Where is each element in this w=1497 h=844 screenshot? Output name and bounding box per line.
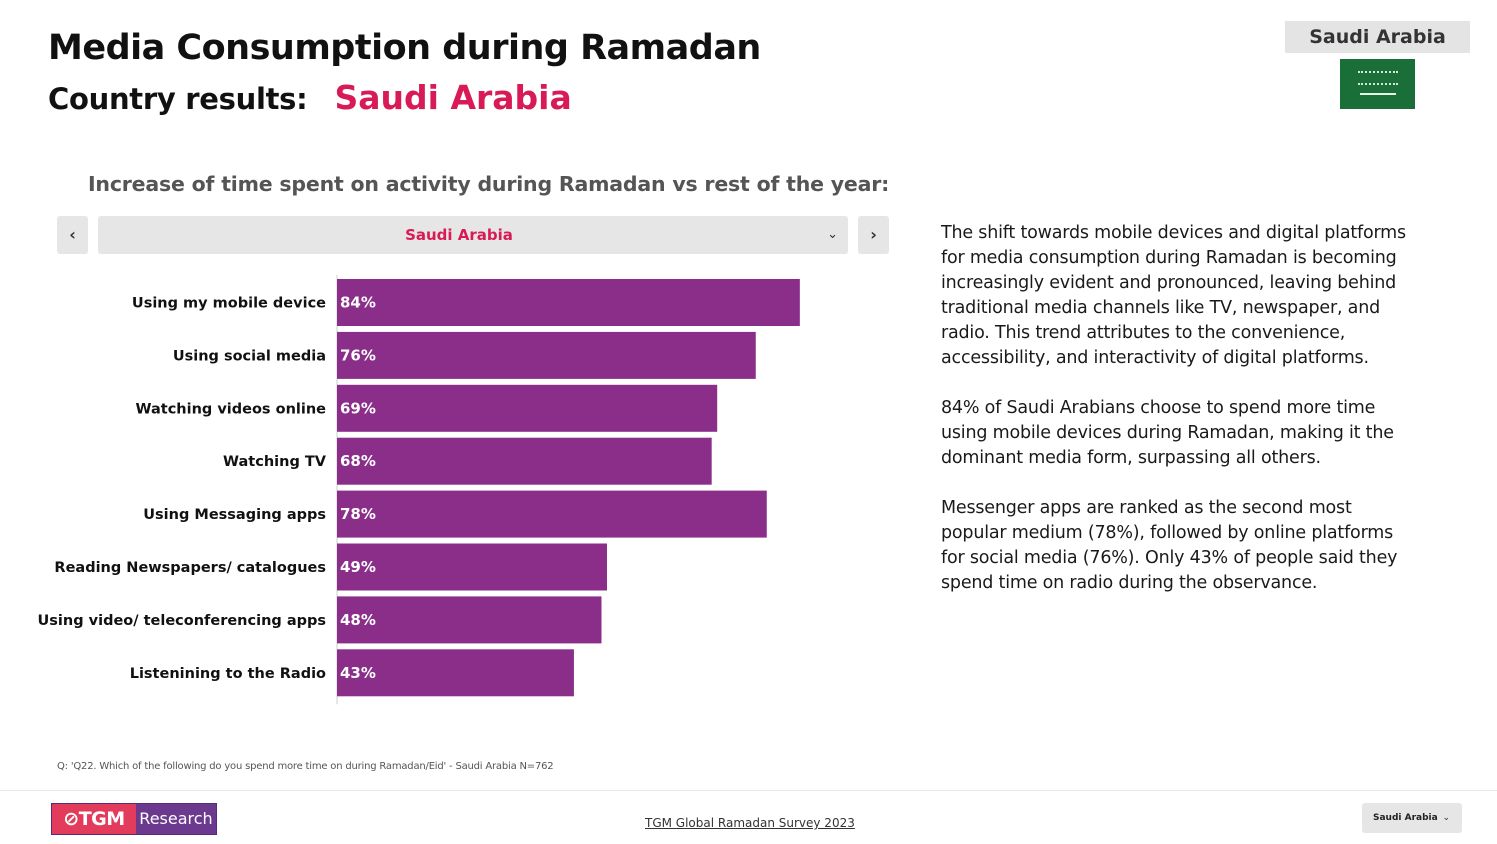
- chart-category-label: Using social media: [173, 348, 326, 364]
- flag-sword-mark: [1360, 93, 1396, 95]
- chart-category-label: Using my mobile device: [132, 296, 326, 312]
- page-subtitle: Country results: Saudi Arabia: [48, 78, 572, 117]
- chart-bar: [337, 384, 718, 432]
- chart-data-label: 78%: [340, 505, 376, 523]
- survey-link[interactable]: TGM Global Ramadan Survey 2023: [645, 816, 855, 830]
- subtitle-country: Saudi Arabia: [334, 78, 572, 117]
- chart-bar: [337, 279, 800, 326]
- source-note: Q: 'Q22. Which of the following do you s…: [57, 761, 554, 772]
- logo-research-text: Research: [136, 804, 216, 834]
- chart-bar: [337, 649, 574, 697]
- chart-bar: [337, 437, 712, 485]
- logo-tgm-text: ⊘TGM: [52, 804, 136, 834]
- chart-bar: [337, 543, 607, 591]
- summary-paragraph: Messenger apps are ranked as the second …: [941, 498, 1398, 593]
- footer-country-select-value: Saudi Arabia: [1373, 813, 1438, 823]
- chart-category-label: Using video/ teleconferencing apps: [38, 613, 326, 629]
- footer: ⊘TGM Research TGM Global Ramadan Survey …: [0, 790, 1497, 844]
- chart-category-label: Watching TV: [223, 454, 327, 470]
- previous-country-button[interactable]: ‹: [57, 216, 88, 254]
- country-selector[interactable]: Saudi Arabia ⌄: [98, 216, 848, 254]
- chart-category-label: Watching videos online: [136, 401, 327, 417]
- chart-category-label: Reading Newspapers/ catalogues: [54, 560, 326, 576]
- country-selector-value: Saudi Arabia: [405, 226, 513, 244]
- chart-bar: [337, 596, 602, 644]
- next-country-button[interactable]: ›: [858, 216, 889, 254]
- country-badge: Saudi Arabia: [1285, 21, 1470, 53]
- subtitle-label: Country results:: [48, 82, 308, 116]
- summary-paragraph: 84% of Saudi Arabians choose to spend mo…: [941, 398, 1394, 468]
- chevron-down-icon: ⌄: [1442, 813, 1450, 823]
- chevron-down-icon: ⌄: [827, 227, 838, 242]
- summary-text: The shift towards mobile devices and dig…: [941, 221, 1411, 621]
- chart-data-label: 76%: [340, 346, 376, 364]
- chart-bar: [337, 490, 767, 538]
- saudi-arabia-flag-icon: [1340, 59, 1415, 109]
- chart-data-label: 68%: [340, 452, 376, 470]
- chart-data-label: 43%: [340, 664, 376, 682]
- tgm-research-logo[interactable]: ⊘TGM Research: [51, 803, 217, 835]
- footer-country-select[interactable]: Saudi Arabia ⌄: [1362, 803, 1462, 833]
- chart-data-label: 69%: [340, 399, 376, 417]
- chart-data-label: 49%: [340, 558, 376, 576]
- chart-data-label: 48%: [340, 611, 376, 629]
- chart-category-label: Listenining to the Radio: [130, 666, 326, 682]
- chart-title: Increase of time spent on activity durin…: [88, 172, 890, 196]
- chart-category-label: Using Messaging apps: [143, 507, 326, 523]
- flag-script-mark: [1358, 71, 1398, 85]
- chart-bar: [337, 331, 756, 379]
- page-title: Media Consumption during Ramadan: [48, 28, 761, 68]
- bar-chart: Using my mobile device 84% Using social me…: [38, 275, 800, 705]
- chart-data-label: 84%: [340, 294, 376, 312]
- summary-paragraph: The shift towards mobile devices and dig…: [941, 223, 1406, 368]
